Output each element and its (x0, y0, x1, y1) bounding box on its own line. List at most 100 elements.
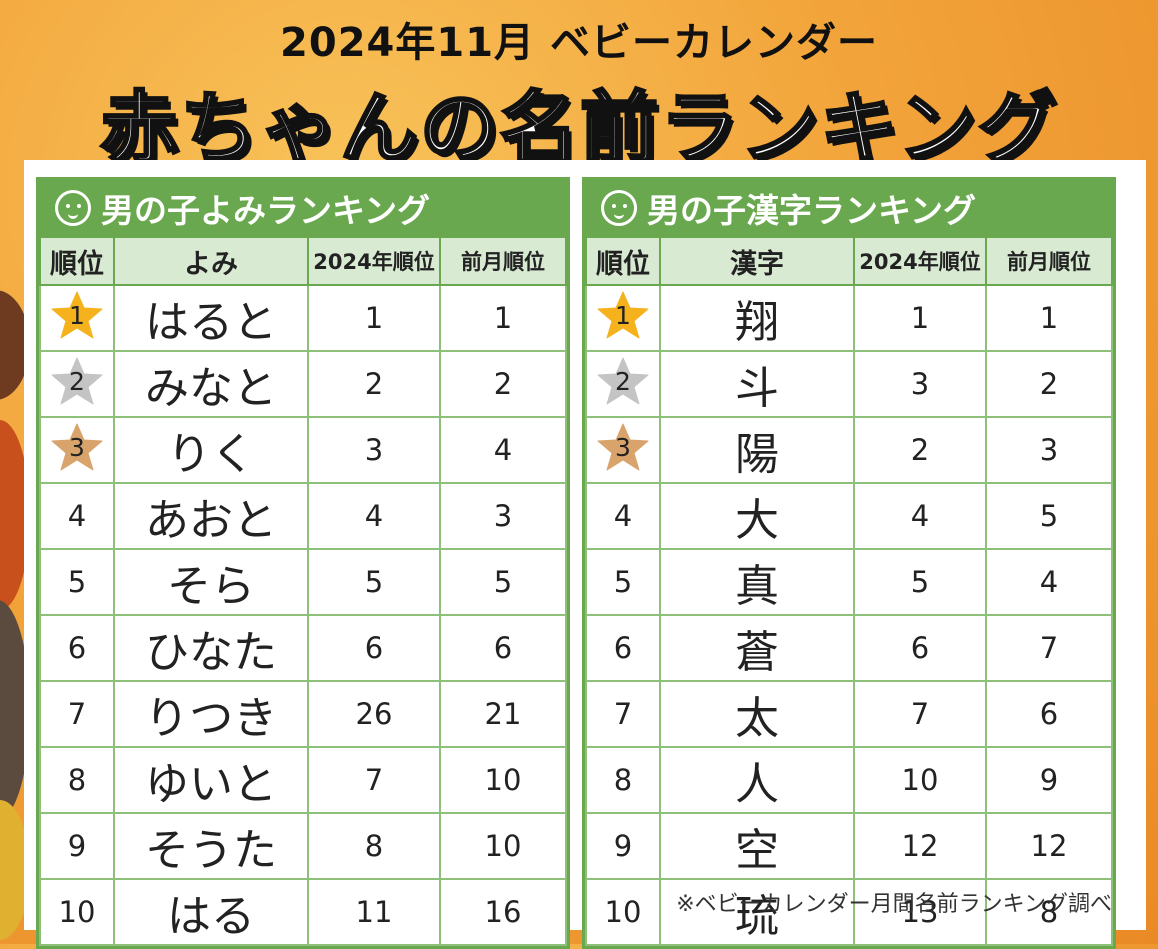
prev-rank-cell: 4 (439, 416, 567, 484)
prev-rank-cell: 4 (985, 548, 1113, 616)
year-rank-cell: 1 (307, 284, 441, 352)
name-cell: 蒼 (659, 614, 855, 682)
year-rank-cell: 6 (307, 614, 441, 682)
name-cell: そうた (113, 812, 309, 880)
table-row: 8 人 10 9 (585, 746, 1113, 814)
table-heading: 男の子漢字ランキング (585, 180, 1113, 236)
prev-rank-cell: 7 (985, 614, 1113, 682)
name-cell: りつき (113, 680, 309, 748)
name-cell: あおと (113, 482, 309, 550)
column-header-rank: 順位 (585, 236, 661, 286)
ranking-table: 順位 よみ 2024年順位 前月順位 1 はると 1 1 2 みなと 2 2 3 りく 3 4 4 あおと… (39, 236, 567, 946)
rank-cell: 4 (585, 482, 661, 550)
rank-cell: 7 (585, 680, 661, 748)
year-rank-cell: 5 (853, 548, 987, 616)
table-row: 2 みなと 2 2 (39, 350, 567, 418)
star-icon: 3 (48, 422, 106, 472)
table-row: 3 りく 3 4 (39, 416, 567, 484)
column-header-prev-rank: 前月順位 (439, 236, 567, 286)
prev-rank-cell: 6 (439, 614, 567, 682)
prev-rank-cell: 10 (439, 746, 567, 814)
name-cell: 陽 (659, 416, 855, 484)
year-rank-cell: 1 (853, 284, 987, 352)
table-row: 4 あおと 4 3 (39, 482, 567, 550)
star-icon: 2 (48, 356, 106, 406)
name-cell: はると (113, 284, 309, 352)
rank-cell: 9 (39, 812, 115, 880)
face-icon (601, 190, 637, 226)
column-header-year-rank: 2024年順位 (307, 236, 441, 286)
year-rank-cell: 5 (307, 548, 441, 616)
rank-cell: 10 (39, 878, 115, 946)
prev-rank-cell: 5 (439, 548, 567, 616)
rank-cell: 5 (39, 548, 115, 616)
name-cell: 真 (659, 548, 855, 616)
name-cell: 大 (659, 482, 855, 550)
reading-ranking-table: 男の子よみランキング 順位 よみ 2024年順位 前月順位 1 はると 1 1 2 みなと… (36, 177, 570, 949)
year-rank-cell: 7 (307, 746, 441, 814)
table-row: 1 はると 1 1 (39, 284, 567, 352)
column-header-prev-rank: 前月順位 (985, 236, 1113, 286)
rank-cell: 4 (39, 482, 115, 550)
name-cell: 空 (659, 812, 855, 880)
column-header-name: よみ (113, 236, 309, 286)
table-body: 1 はると 1 1 2 みなと 2 2 3 りく 3 4 4 あおと 4 3 5 そら 5 5 6 ひなた 6 6 7 りつき 26… (39, 284, 567, 946)
name-cell: 斗 (659, 350, 855, 418)
rank-cell: 5 (585, 548, 661, 616)
rank-cell: 2 (39, 350, 115, 418)
name-cell: はる (113, 878, 309, 946)
year-rank-cell: 8 (307, 812, 441, 880)
prev-rank-cell: 12 (985, 812, 1113, 880)
rank-cell: 8 (585, 746, 661, 814)
name-cell: ゆいと (113, 746, 309, 814)
year-rank-cell: 10 (853, 746, 987, 814)
rank-number: 1 (69, 300, 85, 330)
column-header-name: 漢字 (659, 236, 855, 286)
star-icon: 1 (594, 290, 652, 340)
prev-rank-cell: 8 (985, 878, 1113, 946)
table-heading: 男の子よみランキング (39, 180, 567, 236)
year-rank-cell: 7 (853, 680, 987, 748)
table-heading-label: 男の子漢字ランキング (647, 191, 977, 230)
prev-rank-cell: 3 (439, 482, 567, 550)
rank-cell: 9 (585, 812, 661, 880)
face-icon (55, 190, 91, 226)
year-rank-cell: 11 (307, 878, 441, 946)
table-row: 8 ゆいと 7 10 (39, 746, 567, 814)
column-header-rank: 順位 (39, 236, 115, 286)
column-header-year-rank: 2024年順位 (853, 236, 987, 286)
rank-number: 1 (615, 300, 631, 330)
prev-rank-cell: 3 (985, 416, 1113, 484)
rank-cell: 3 (585, 416, 661, 484)
rank-number: 3 (615, 432, 631, 462)
table-row: 10 はる 11 16 (39, 878, 567, 946)
year-rank-cell: 4 (853, 482, 987, 550)
prev-rank-cell: 1 (439, 284, 567, 352)
prev-rank-cell: 9 (985, 746, 1113, 814)
year-rank-cell: 3 (307, 416, 441, 484)
name-cell: みなと (113, 350, 309, 418)
rank-number: 2 (615, 366, 631, 396)
year-rank-cell: 4 (307, 482, 441, 550)
prev-rank-cell: 21 (439, 680, 567, 748)
rank-cell: 1 (39, 284, 115, 352)
name-cell: そら (113, 548, 309, 616)
page-subtitle: 2024年11月 ベビーカレンダー (280, 20, 878, 66)
name-cell: 太 (659, 680, 855, 748)
prev-rank-cell: 16 (439, 878, 567, 946)
name-cell: 翔 (659, 284, 855, 352)
prev-rank-cell: 6 (985, 680, 1113, 748)
table-row: 6 ひなた 6 6 (39, 614, 567, 682)
year-rank-cell: 26 (307, 680, 441, 748)
rank-cell: 7 (39, 680, 115, 748)
table-row: 5 そら 5 5 (39, 548, 567, 616)
footnote: ※ベビーカレンダー月間名前ランキング調べ (676, 892, 1112, 917)
